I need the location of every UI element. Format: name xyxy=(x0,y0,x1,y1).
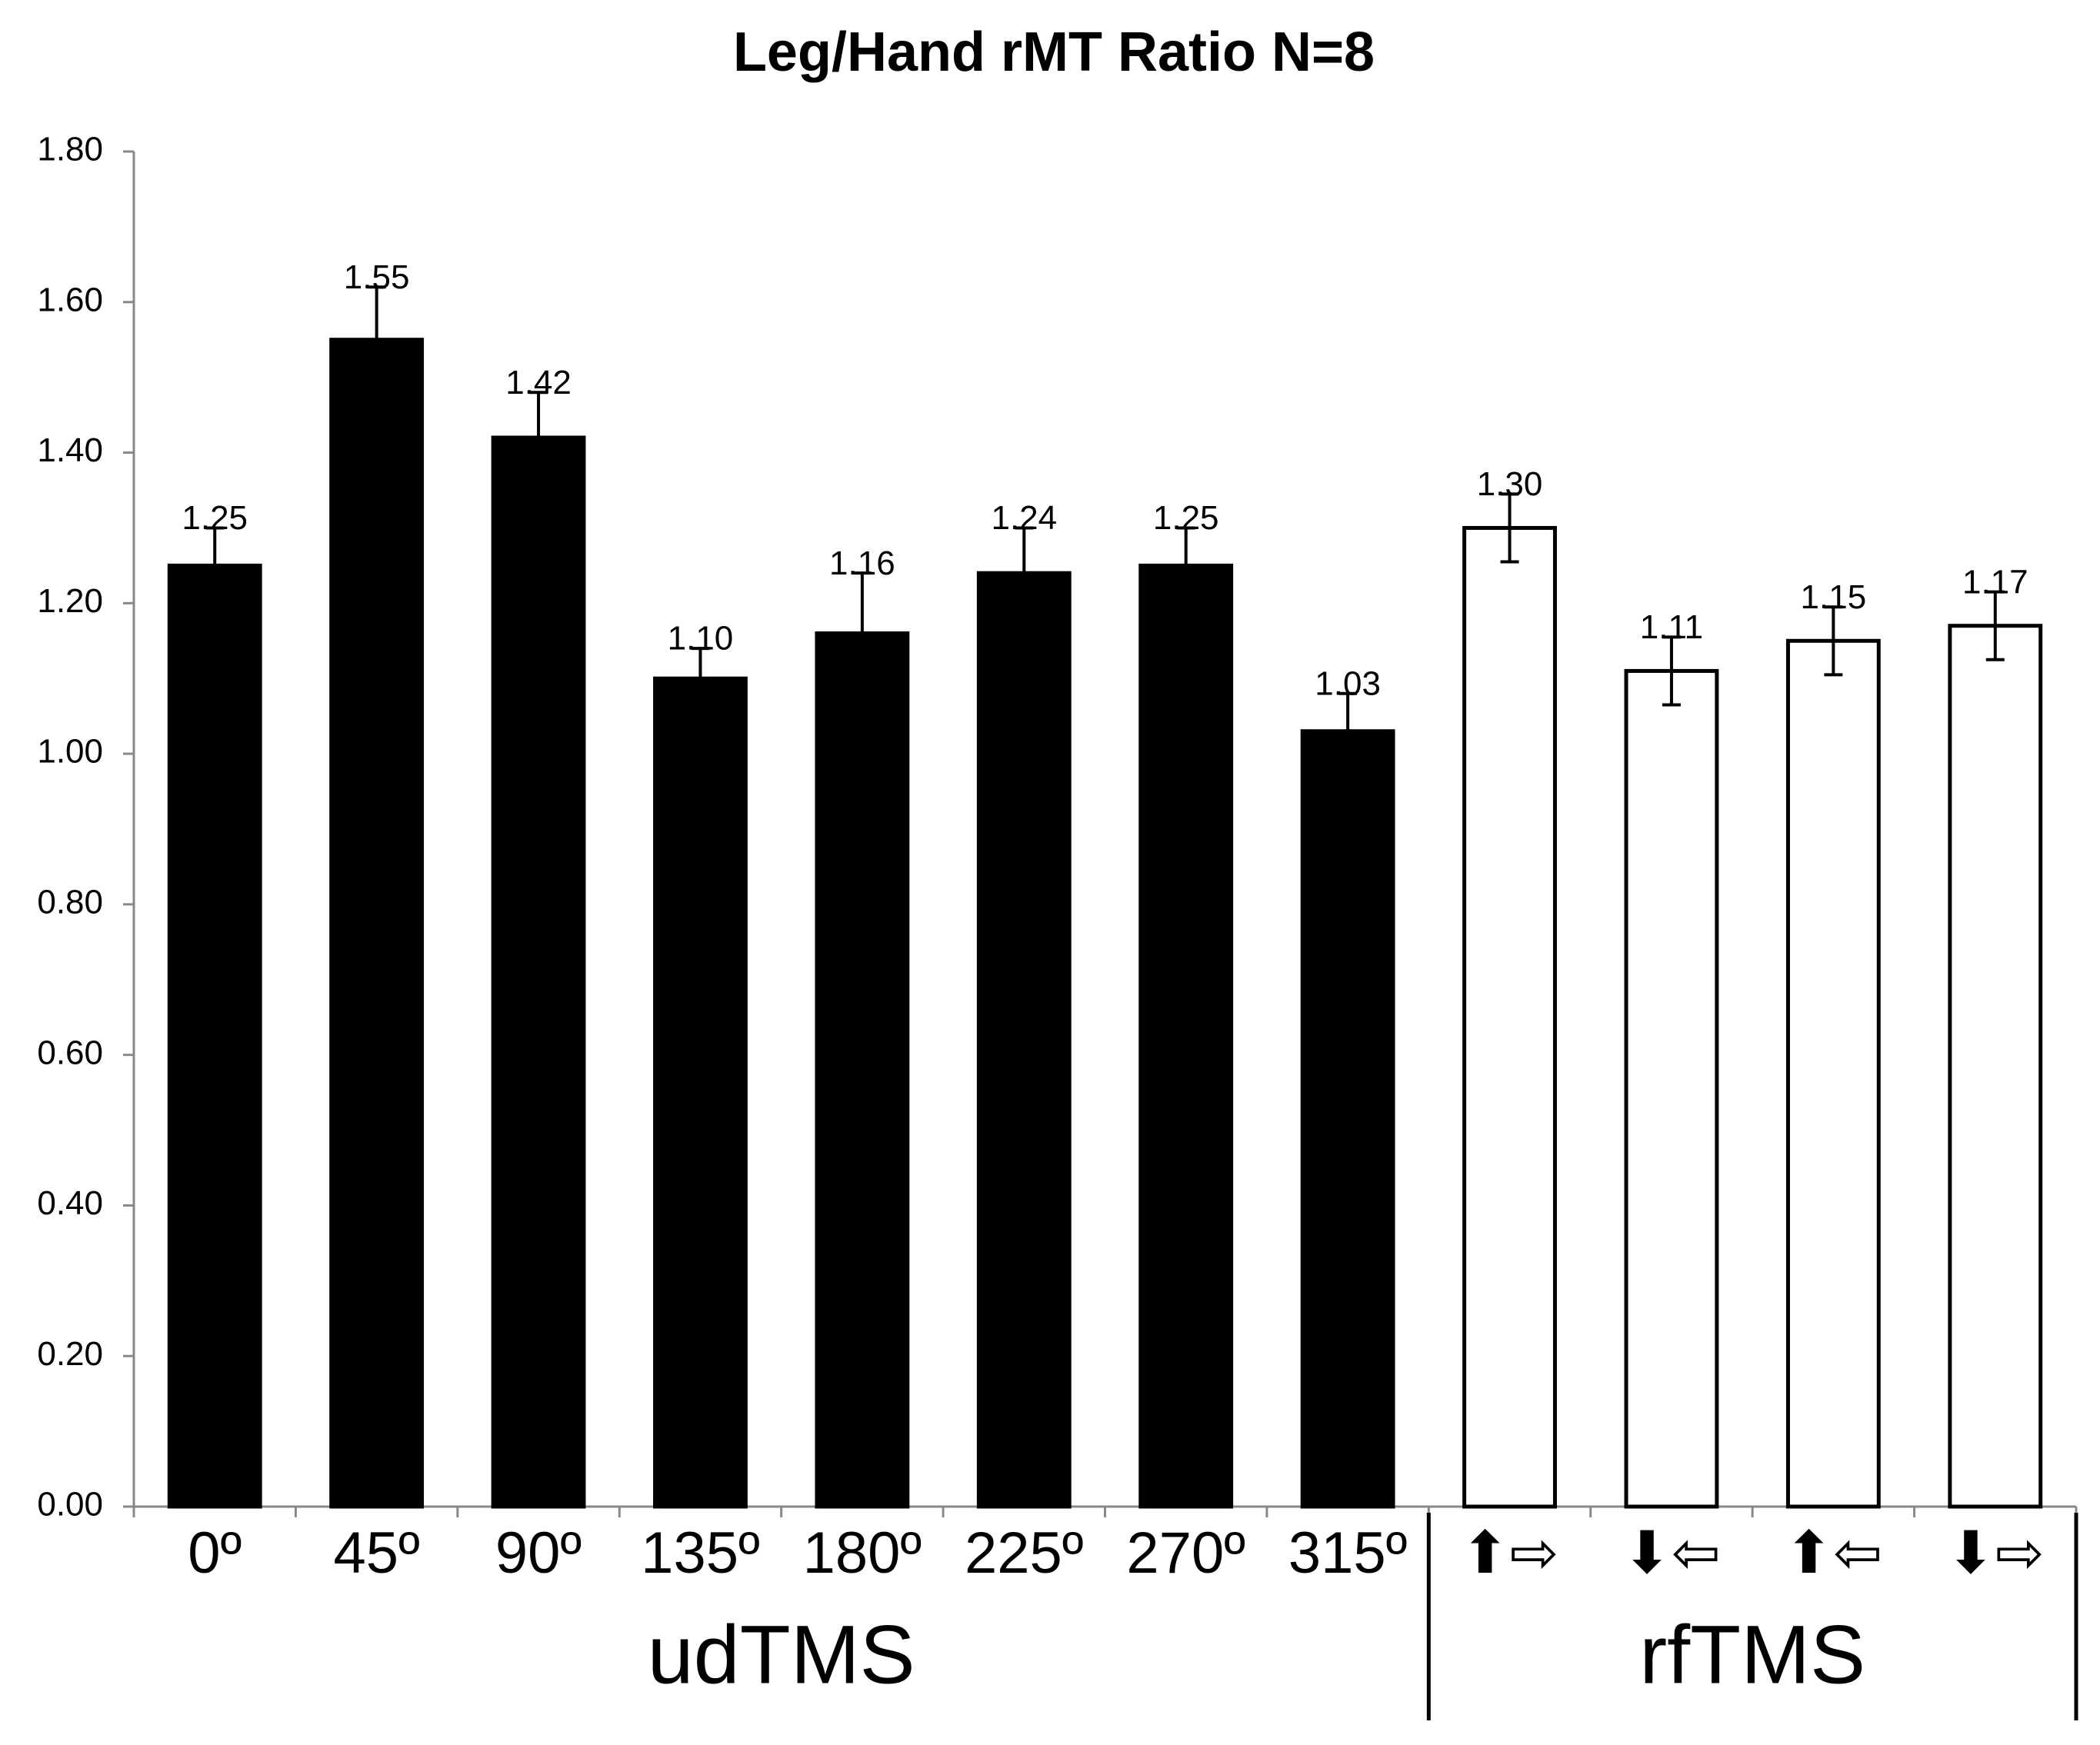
y-tick-label: 0.40 xyxy=(37,1184,103,1222)
y-tick-label: 1.80 xyxy=(37,131,103,168)
x-tick-label: 180º xyxy=(803,1520,922,1586)
y-tick-label: 1.20 xyxy=(37,582,103,620)
bar xyxy=(976,571,1072,1509)
y-tick-label: 1.00 xyxy=(37,733,103,771)
value-label: 1.42 xyxy=(505,364,572,401)
value-label: 1.55 xyxy=(344,258,410,296)
bar xyxy=(815,631,910,1509)
x-tick-label: ⬆⇨ xyxy=(1461,1520,1558,1586)
y-tick-label: 0.80 xyxy=(37,884,103,921)
chart-title: Leg/Hand rMT Ratio N=8 xyxy=(733,22,1375,83)
value-label: 1.10 xyxy=(668,620,734,658)
x-tick-label: 225º xyxy=(965,1520,1084,1586)
value-label: 1.30 xyxy=(1477,465,1543,503)
y-tick-label: 1.60 xyxy=(37,281,103,318)
x-tick-label: 270º xyxy=(1126,1520,1245,1586)
x-tick-label: 45º xyxy=(333,1520,419,1586)
bar xyxy=(167,563,262,1509)
value-label: 1.16 xyxy=(829,544,895,582)
bar xyxy=(1300,729,1395,1509)
y-tick-label: 0.20 xyxy=(37,1335,103,1373)
value-label: 1.25 xyxy=(182,499,248,537)
group-label: rfTMS xyxy=(1639,1608,1865,1701)
value-label: 1.24 xyxy=(991,499,1057,537)
bar xyxy=(653,676,748,1509)
value-label: 1.15 xyxy=(1801,578,1867,616)
x-tick-label: 315º xyxy=(1288,1520,1408,1586)
x-tick-label: ⬆⇦ xyxy=(1785,1520,1882,1586)
x-tick-label: 135º xyxy=(641,1520,760,1586)
x-tick-label: ⬇⇨ xyxy=(1946,1520,2044,1586)
x-tick-label: ⬇⇦ xyxy=(1622,1520,1720,1586)
bar xyxy=(1138,563,1234,1509)
y-tick-label: 1.40 xyxy=(37,431,103,469)
group-label: udTMS xyxy=(648,1608,915,1701)
y-tick-label: 0.00 xyxy=(37,1486,103,1524)
bar xyxy=(1462,525,1557,1509)
bar xyxy=(329,338,425,1509)
bar xyxy=(1948,624,2043,1509)
value-label: 1.17 xyxy=(1962,563,2028,601)
value-label: 1.03 xyxy=(1315,664,1381,702)
value-label: 1.25 xyxy=(1153,499,1219,537)
bar xyxy=(1785,638,1881,1509)
x-tick-label: 0º xyxy=(188,1520,242,1586)
bar xyxy=(491,435,586,1509)
y-tick-label: 0.60 xyxy=(37,1034,103,1071)
value-label: 1.11 xyxy=(1640,608,1703,646)
x-tick-label: 90º xyxy=(495,1520,582,1586)
bar xyxy=(1624,668,1719,1509)
